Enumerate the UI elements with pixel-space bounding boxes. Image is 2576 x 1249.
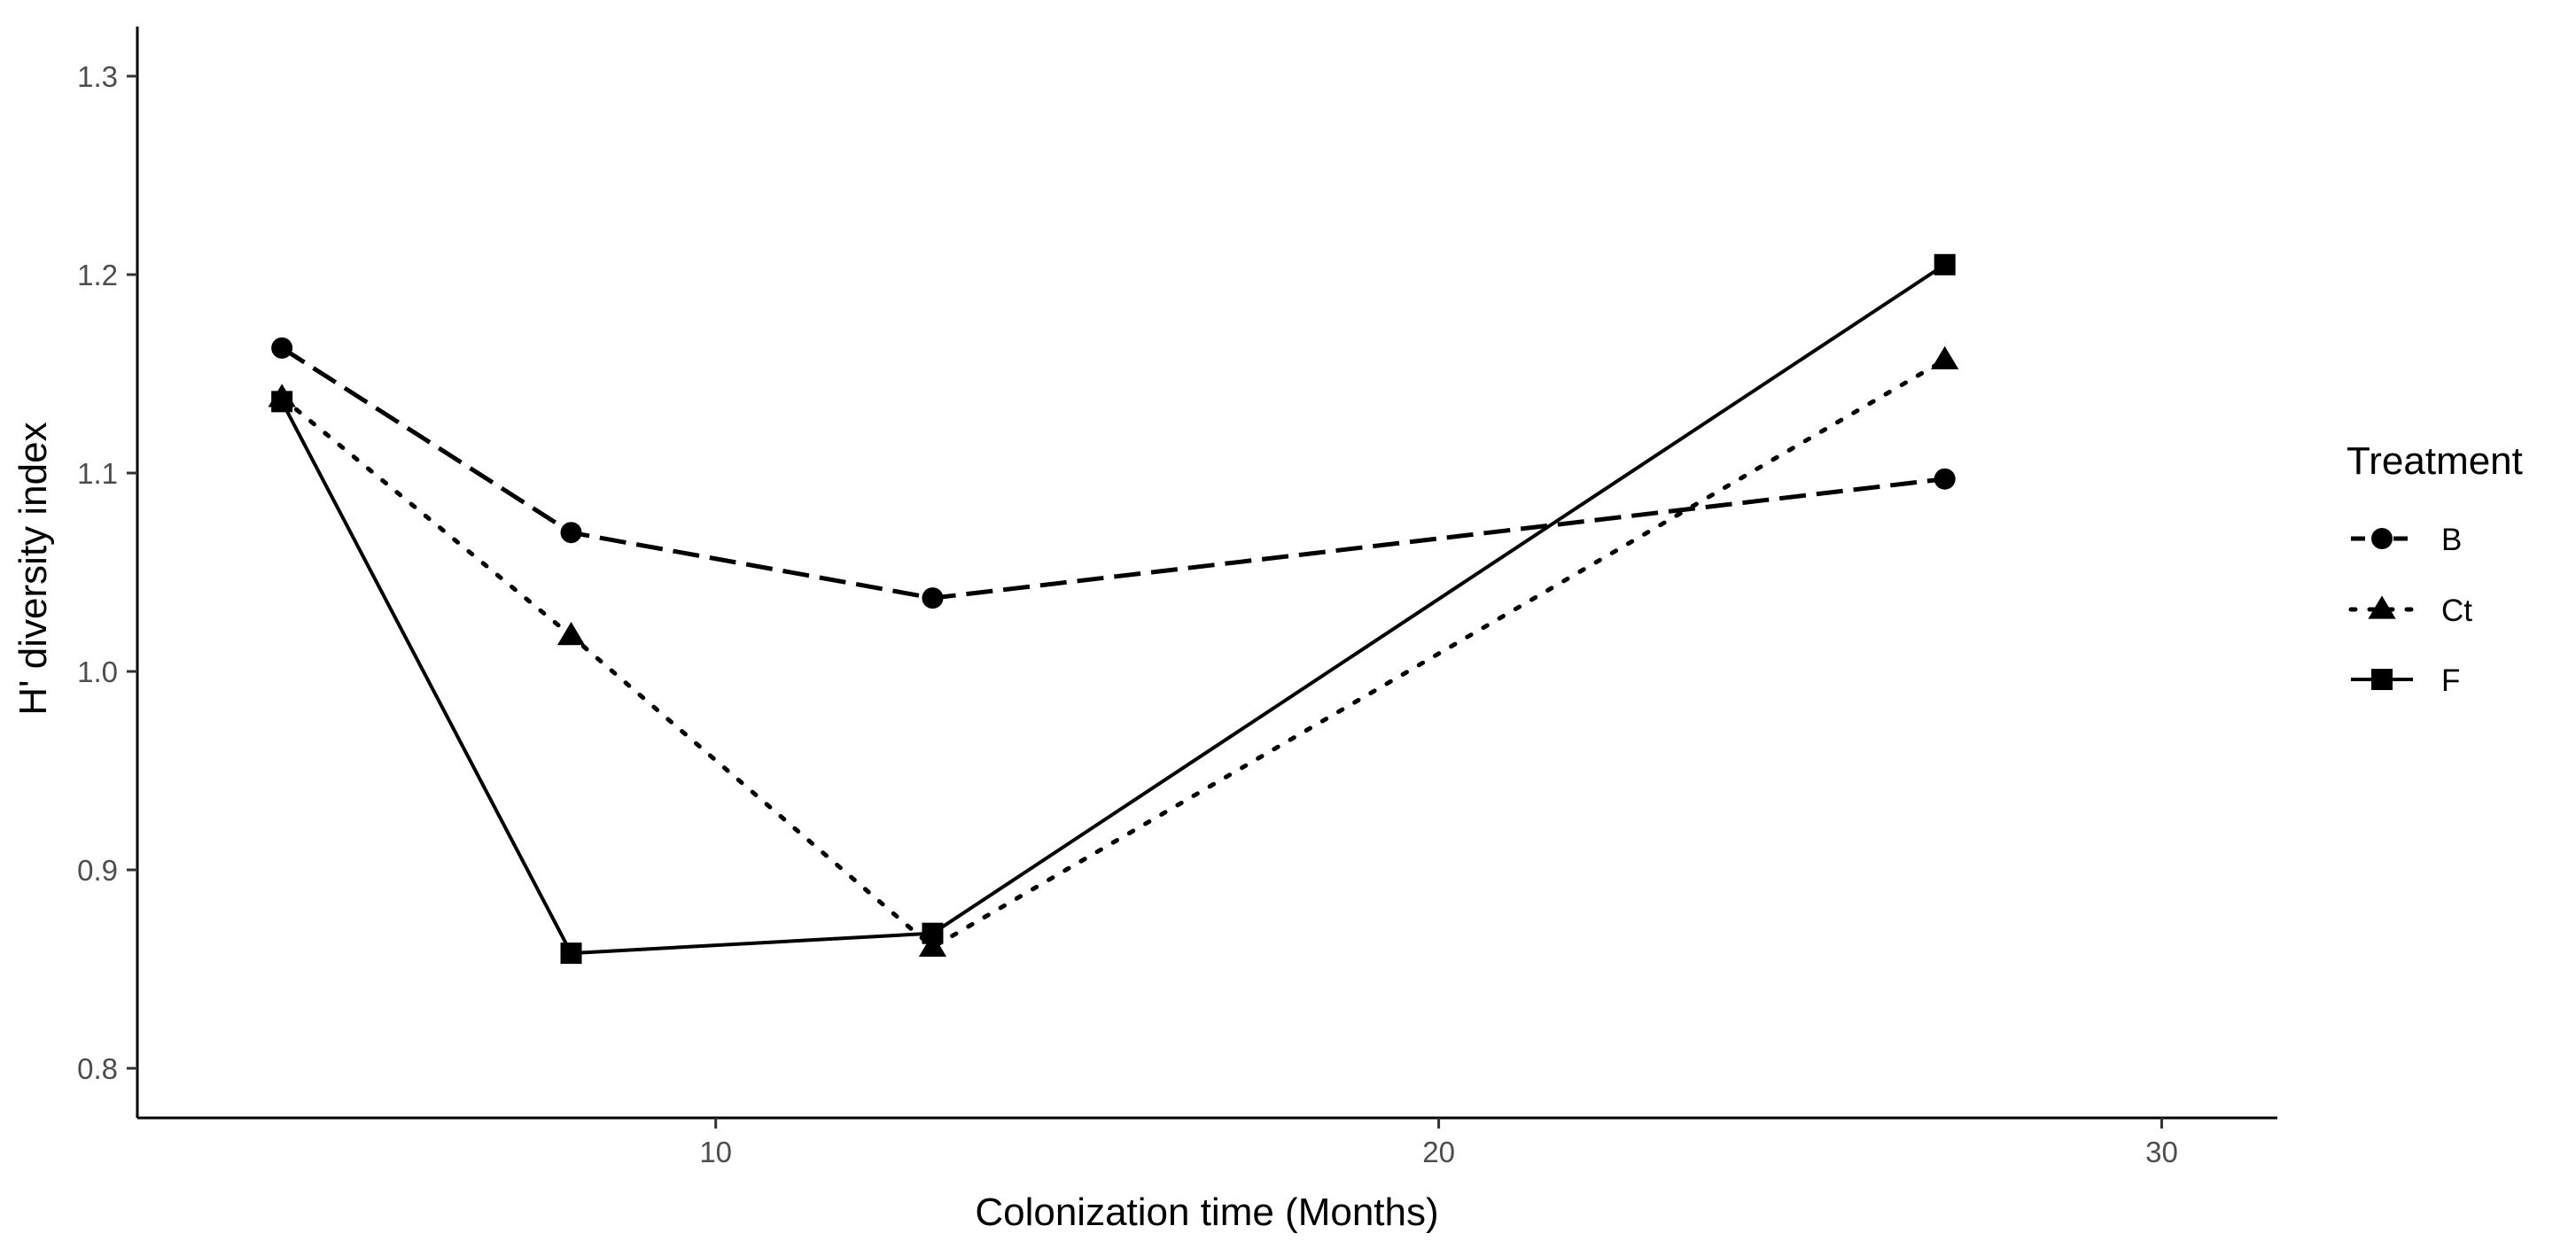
- x-tick-label: 10: [699, 1136, 732, 1168]
- data-point-f: [560, 943, 582, 965]
- legend-label-f: F: [2441, 663, 2460, 698]
- data-point-b: [560, 522, 582, 544]
- series-line-f: [280, 263, 1946, 956]
- data-point-ct: [918, 933, 947, 957]
- y-tick-label: 0.9: [77, 854, 118, 887]
- series-line-ct: [279, 357, 1948, 950]
- data-point-ct: [1931, 345, 1959, 369]
- y-tick-label: 1.3: [77, 60, 118, 93]
- data-point-b: [922, 587, 944, 609]
- series-line-b: [280, 345, 1945, 601]
- legend-label-b: B: [2441, 523, 2462, 557]
- y-tick-label: 1.1: [77, 457, 118, 490]
- data-point-b: [271, 337, 293, 359]
- y-tick-label: 1.2: [77, 259, 118, 291]
- y-ticks: 0.8 0.9 1.0 1.1 1.2 1.3: [77, 60, 137, 1085]
- legend-label-ct: Ct: [2441, 593, 2472, 628]
- y-tick-label: 0.8: [77, 1052, 118, 1085]
- legend-key-marker-b: [2371, 528, 2393, 549]
- y-tick-label: 1.0: [77, 656, 118, 688]
- data-point-ct: [556, 622, 586, 646]
- data-point-f: [271, 391, 293, 413]
- x-axis-title: Colonization time (Months): [975, 1191, 1438, 1234]
- legend: Treatment B Ct F: [2346, 439, 2523, 698]
- x-tick-label: 30: [2145, 1136, 2178, 1168]
- axes: [136, 27, 2277, 1120]
- legend-items: B Ct F: [2348, 523, 2472, 698]
- y-axis-title: H' diversity index: [12, 422, 55, 715]
- data-point-f: [922, 922, 944, 944]
- data-point-b: [1934, 468, 1956, 490]
- legend-key-marker-f: [2371, 669, 2393, 690]
- series-markers: [268, 253, 1959, 965]
- x-tick-label: 20: [1422, 1136, 1455, 1168]
- legend-title: Treatment: [2346, 439, 2523, 483]
- x-ticks: 10 20 30: [699, 1118, 2178, 1168]
- data-point-f: [1934, 253, 1956, 275]
- legend-key-marker-ct: [2368, 595, 2396, 619]
- series-lines: [279, 263, 1948, 956]
